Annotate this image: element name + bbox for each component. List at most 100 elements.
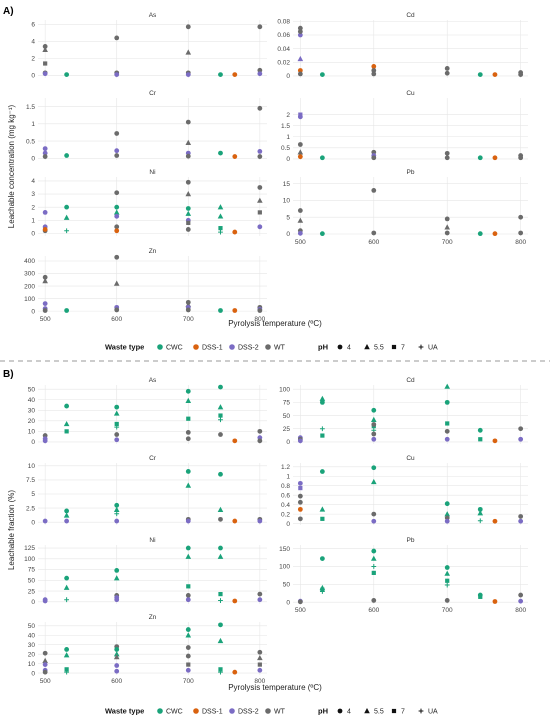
data-point [478,437,483,442]
legend-swatch [229,708,235,714]
y-tick-label: 0 [286,156,290,163]
data-point [185,153,191,159]
data-point [444,598,450,603]
data-point [64,669,70,675]
y-tick-label: 0.4 [281,502,290,509]
data-point [114,148,120,154]
x-tick-label: 500 [40,316,51,323]
data-point [518,214,524,220]
legend-label-ph: 5.5 [374,345,384,352]
data-point [63,420,70,427]
data-point [114,437,120,443]
panel-title: Cu [406,90,415,97]
data-point [63,214,70,220]
data-point [319,469,325,474]
data-point [185,139,192,145]
y-tick-label: 40 [28,632,36,639]
data-point [319,426,325,432]
y-tick-label: 0.2 [281,511,290,518]
data-point [518,518,524,524]
data-point [478,594,483,599]
data-point [185,469,191,474]
data-point [218,516,223,522]
data-point [42,274,48,280]
data-point [185,24,191,30]
data-point [218,471,223,477]
x-tick-label: 500 [295,607,306,614]
y-tick-label: 0.06 [277,32,290,39]
data-point [518,426,524,432]
data-point [64,597,70,603]
data-point [114,35,120,41]
y-tick-label: 50 [283,582,291,589]
data-point [64,667,69,672]
data-point [444,399,450,405]
data-point [217,404,224,410]
data-point [257,654,263,661]
data-point [444,224,451,230]
data-point [444,70,450,76]
data-point [185,430,191,435]
legend-title-waste: Waste type [105,707,144,716]
panel-zn: Zn 0 10 20 30 40 50 500 600 700 800 [28,614,267,685]
data-point [64,228,70,234]
data-point [217,553,224,559]
y-tick-label: 0 [31,155,35,162]
panel-title: Ni [149,169,155,176]
y-tick-label: 0 [31,599,35,606]
data-point [42,650,48,656]
data-point [232,518,238,524]
data-point [114,307,120,313]
data-point [218,591,223,597]
y-tick-label: 0 [31,308,35,315]
data-point [444,511,451,517]
legend-label-ph: 7 [401,345,405,352]
data-point [257,185,263,190]
y-tick-label: 50 [28,623,36,630]
x-tick-label: 700 [442,607,453,614]
data-point [297,142,303,147]
y-tick-label: 10 [28,429,36,436]
data-point [518,592,524,598]
data-point [297,480,303,486]
data-point [218,598,223,603]
data-point [114,404,120,410]
data-point [477,506,483,512]
data-point [114,190,120,196]
data-point [297,68,303,73]
data-point [218,417,223,423]
legend-marker [337,708,343,714]
y-tick-label: 1.2 [281,464,290,471]
y-tick-label: 0.6 [281,492,290,499]
data-point [444,565,450,570]
y-tick-label: 1 [286,134,290,141]
y-tick-label: 0 [286,521,290,528]
legend-label-waste: WT [274,345,286,352]
data-point [185,592,191,598]
data-point [232,669,238,675]
data-point [218,229,223,235]
y-tick-label: 0 [31,73,35,80]
data-point [64,575,70,581]
x-tick-label: 800 [515,607,526,614]
data-point [185,545,191,551]
data-point [320,587,325,592]
data-point [444,436,450,442]
data-point [257,591,263,597]
legend-marker [364,344,370,350]
data-point [257,67,263,73]
data-point [444,501,450,507]
y-tick-label: 100 [279,386,290,393]
data-point [257,662,262,667]
data-point [257,308,263,313]
panel-title: Cr [149,90,157,97]
legend-marker [337,344,343,350]
legend-label-waste: DSS-2 [238,345,259,352]
y-tick-label: 200 [24,283,35,290]
legend-label-ph: 4 [347,345,351,352]
data-point [371,422,377,427]
legend: Waste type CWC DSS-1 DSS-2 WT pH 4 5.5 7 UA [105,707,438,716]
y-tick-label: 1 [31,121,35,128]
data-point [444,230,450,236]
